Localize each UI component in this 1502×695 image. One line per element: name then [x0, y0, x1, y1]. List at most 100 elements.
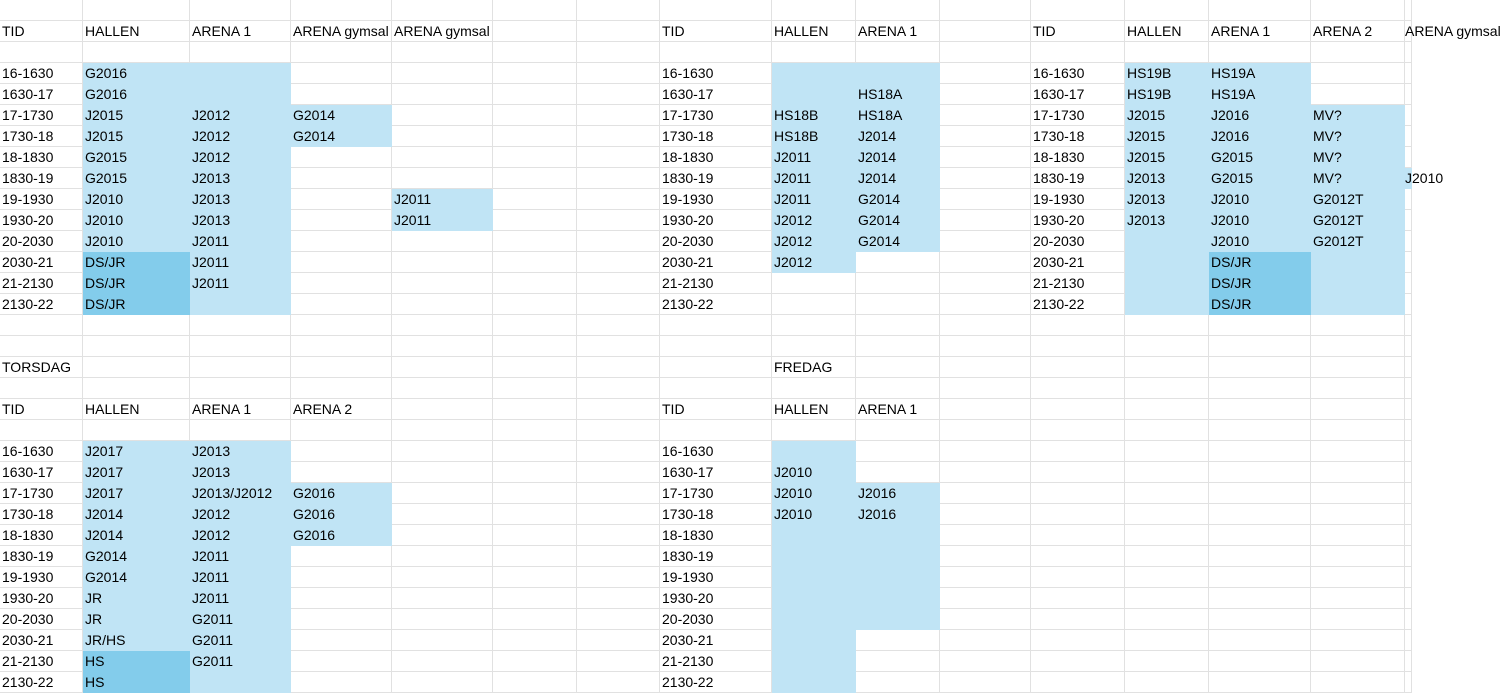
cell-r28-c5[interactable]	[392, 567, 493, 588]
cell-r25-c14[interactable]	[1209, 504, 1311, 525]
cell-r30-c8[interactable]: 20-2030	[660, 609, 772, 630]
cell-r26-c13[interactable]	[1125, 525, 1209, 546]
cell-r28-c15[interactable]	[1311, 567, 1405, 588]
cell-r26-c2[interactable]: J2014	[83, 525, 190, 546]
cell-r17-c14[interactable]	[1209, 336, 1311, 357]
cell-r6-c12[interactable]: 17-1730	[1031, 105, 1125, 126]
cell-r4-c7[interactable]	[577, 63, 660, 84]
cell-r10-c3[interactable]: J2013	[190, 189, 291, 210]
cell-r8-c16[interactable]	[1405, 147, 1412, 168]
cell-r19-c9[interactable]	[772, 378, 856, 399]
cell-r5-c2[interactable]: G2016	[83, 84, 190, 105]
cell-r11-c3[interactable]: J2013	[190, 210, 291, 231]
cell-r12-c5[interactable]	[392, 231, 493, 252]
cell-r33-c5[interactable]	[392, 672, 493, 693]
cell-r24-c13[interactable]	[1125, 483, 1209, 504]
cell-r18-c1[interactable]: TORSDAG	[0, 357, 83, 378]
cell-r13-c3[interactable]: J2011	[190, 252, 291, 273]
cell-r33-c12[interactable]	[1031, 672, 1125, 693]
cell-r30-c11[interactable]	[940, 609, 1031, 630]
cell-r31-c10[interactable]	[856, 630, 940, 651]
cell-r24-c2[interactable]: J2017	[83, 483, 190, 504]
cell-r6-c14[interactable]: J2016	[1209, 105, 1311, 126]
cell-r21-c4[interactable]	[291, 420, 392, 441]
cell-r5-c3[interactable]	[190, 84, 291, 105]
cell-r24-c4[interactable]: G2016	[291, 483, 392, 504]
cell-r14-c9[interactable]	[772, 273, 856, 294]
cell-r4-c15[interactable]	[1311, 63, 1405, 84]
cell-r2-c7[interactable]	[577, 21, 660, 42]
cell-r10-c15[interactable]: G2012T	[1311, 189, 1405, 210]
cell-r21-c7[interactable]	[577, 420, 660, 441]
cell-r11-c5[interactable]: J2011	[392, 210, 493, 231]
cell-r28-c16[interactable]	[1405, 567, 1412, 588]
cell-r1-c14[interactable]	[1209, 0, 1311, 21]
cell-r19-c11[interactable]	[940, 378, 1031, 399]
cell-r21-c10[interactable]	[856, 420, 940, 441]
cell-r22-c6[interactable]	[493, 441, 577, 462]
cell-r16-c5[interactable]	[392, 315, 493, 336]
cell-r17-c11[interactable]	[940, 336, 1031, 357]
cell-r16-c3[interactable]	[190, 315, 291, 336]
cell-r20-c4[interactable]: ARENA 2	[291, 399, 392, 420]
cell-r33-c11[interactable]	[940, 672, 1031, 693]
cell-r12-c16[interactable]	[1405, 231, 1412, 252]
cell-r32-c13[interactable]	[1125, 651, 1209, 672]
cell-r33-c16[interactable]	[1405, 672, 1412, 693]
cell-r21-c2[interactable]	[83, 420, 190, 441]
cell-r13-c15[interactable]	[1311, 252, 1405, 273]
cell-r7-c6[interactable]	[493, 126, 577, 147]
cell-r27-c1[interactable]: 1830-19	[0, 546, 83, 567]
cell-r28-c10[interactable]	[856, 567, 940, 588]
cell-r4-c4[interactable]	[291, 63, 392, 84]
cell-r20-c10[interactable]: ARENA 1	[856, 399, 940, 420]
cell-r16-c12[interactable]	[1031, 315, 1125, 336]
cell-r1-c1[interactable]	[0, 0, 83, 21]
cell-r4-c8[interactable]: 16-1630	[660, 63, 772, 84]
cell-r28-c14[interactable]	[1209, 567, 1311, 588]
cell-r24-c3[interactable]: J2013/J2012	[190, 483, 291, 504]
cell-r20-c15[interactable]	[1311, 399, 1405, 420]
cell-r30-c16[interactable]	[1405, 609, 1412, 630]
cell-r28-c12[interactable]	[1031, 567, 1125, 588]
cell-r30-c5[interactable]	[392, 609, 493, 630]
cell-r8-c4[interactable]	[291, 147, 392, 168]
cell-r8-c5[interactable]	[392, 147, 493, 168]
cell-r18-c10[interactable]	[856, 357, 940, 378]
cell-r3-c15[interactable]	[1311, 42, 1405, 63]
cell-r22-c13[interactable]	[1125, 441, 1209, 462]
cell-r15-c5[interactable]	[392, 294, 493, 315]
cell-r7-c8[interactable]: 1730-18	[660, 126, 772, 147]
cell-r5-c1[interactable]: 1630-17	[0, 84, 83, 105]
cell-r15-c7[interactable]	[577, 294, 660, 315]
cell-r22-c4[interactable]	[291, 441, 392, 462]
cell-r7-c12[interactable]: 1730-18	[1031, 126, 1125, 147]
cell-r3-c10[interactable]	[856, 42, 940, 63]
cell-r18-c5[interactable]	[392, 357, 493, 378]
cell-r7-c1[interactable]: 1730-18	[0, 126, 83, 147]
cell-r21-c3[interactable]	[190, 420, 291, 441]
cell-r4-c11[interactable]	[940, 63, 1031, 84]
cell-r14-c16[interactable]	[1405, 273, 1412, 294]
cell-r2-c13[interactable]: HALLEN	[1125, 21, 1209, 42]
cell-r16-c14[interactable]	[1209, 315, 1311, 336]
cell-r9-c14[interactable]: G2015	[1209, 168, 1311, 189]
cell-r10-c1[interactable]: 19-1930	[0, 189, 83, 210]
cell-r23-c11[interactable]	[940, 462, 1031, 483]
cell-r2-c10[interactable]: ARENA 1	[856, 21, 940, 42]
cell-r15-c8[interactable]: 2130-22	[660, 294, 772, 315]
cell-r13-c13[interactable]	[1125, 252, 1209, 273]
cell-r11-c11[interactable]	[940, 210, 1031, 231]
cell-r31-c13[interactable]	[1125, 630, 1209, 651]
cell-r17-c6[interactable]	[493, 336, 577, 357]
cell-r33-c3[interactable]	[190, 672, 291, 693]
cell-r5-c11[interactable]	[940, 84, 1031, 105]
cell-r20-c14[interactable]	[1209, 399, 1311, 420]
cell-r12-c2[interactable]: J2010	[83, 231, 190, 252]
cell-r8-c7[interactable]	[577, 147, 660, 168]
cell-r1-c5[interactable]	[392, 0, 493, 21]
cell-r15-c9[interactable]	[772, 294, 856, 315]
cell-r19-c5[interactable]	[392, 378, 493, 399]
cell-r13-c1[interactable]: 2030-21	[0, 252, 83, 273]
cell-r9-c9[interactable]: J2011	[772, 168, 856, 189]
